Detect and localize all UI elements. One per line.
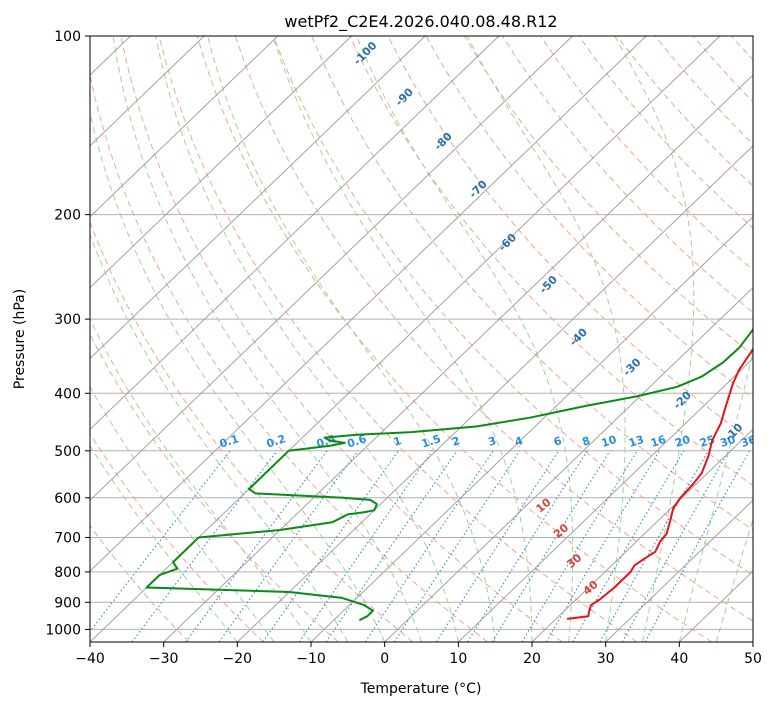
- mixing-ratio-line: [435, 450, 560, 642]
- axis-ticks: −40 −30 −20 −10 0 10 20 30 40 5010020030040050060…: [45, 29, 762, 667]
- dry-adiabat-line: [349, 36, 753, 487]
- x-tick-label: −10: [296, 651, 326, 667]
- mixing-ratio-label: 36: [739, 433, 758, 450]
- isotherm-line: [90, 36, 647, 572]
- pressure-gridlines: [90, 36, 753, 630]
- x-tick-label: 50: [744, 651, 762, 667]
- isotherm-line: [458, 357, 753, 642]
- mixing-ratio-label: 2: [450, 434, 461, 449]
- isotherm-line: [310, 216, 753, 642]
- moist-adiabat-line: [90, 444, 238, 642]
- mixing-ratio-line: [262, 450, 399, 642]
- y-tick-label: 600: [54, 491, 81, 507]
- moist-adiabat-line: [715, 517, 753, 642]
- chart-title: wetPf2_C2E4.2026.040.08.48.R12: [284, 12, 557, 32]
- mixing-ratio-line: [325, 450, 458, 642]
- dry-adiabat-line: [387, 36, 753, 443]
- y-tick-label: 800: [54, 565, 81, 581]
- moist-adiabat-line: [90, 385, 275, 642]
- mixing-ratio-label: 0.6: [346, 432, 369, 450]
- x-tick-label: 10: [449, 651, 467, 667]
- isotherm-line: [384, 286, 753, 642]
- isotherm-line: [90, 36, 500, 430]
- x-axis-title: Temperature (°C): [360, 681, 482, 697]
- mixing-ratio-label: 30: [719, 433, 738, 450]
- x-tick-label: 40: [670, 651, 688, 667]
- isotherms: [90, 36, 753, 642]
- mixing-ratio-line: [491, 450, 611, 642]
- profile-series: [145, 327, 753, 622]
- y-tick-label: 500: [54, 444, 81, 460]
- y-tick-label: 100: [54, 29, 81, 45]
- isotherm-line: [90, 36, 426, 360]
- mixing-ratio-label: 3: [487, 434, 498, 449]
- moist-adiabat-line: [466, 36, 626, 642]
- isotherm-line: [90, 36, 205, 147]
- y-tick-label: 900: [54, 595, 81, 611]
- y-tick-label: 200: [54, 208, 81, 224]
- dry-adiabat-line: [196, 36, 712, 642]
- x-tick-label: −30: [149, 651, 179, 667]
- isotherm-line: [90, 36, 279, 218]
- isotherm-line: [163, 74, 753, 642]
- x-tick-label: 0: [380, 651, 389, 667]
- x-tick-label: −40: [75, 651, 105, 667]
- dry-adiabat-line: [120, 36, 563, 642]
- dry-adiabat-line: [158, 36, 638, 642]
- mixing-ratio-label: 1.5: [420, 432, 443, 450]
- mixing-ratio-label: 0.1: [218, 432, 241, 450]
- plot-frame: [89, 35, 754, 643]
- moist-adiabat-line: [90, 233, 349, 642]
- mixing-ratio-label: 13: [627, 433, 646, 450]
- moist-adiabat-line: [155, 36, 459, 642]
- y-axis-title: Pressure (hPa): [12, 289, 28, 389]
- mixing-ratio-label: 0.2: [265, 432, 288, 450]
- isotherm-line: [531, 428, 753, 642]
- y-tick-label: 400: [54, 386, 81, 402]
- mixing-ratio-label: 6: [552, 434, 564, 449]
- x-tick-label: 20: [523, 651, 541, 667]
- mixing-ratio-line: [298, 450, 433, 642]
- moist-adiabat-line: [207, 36, 496, 642]
- mixing-ratio-line: [218, 450, 359, 642]
- x-tick-label: 30: [597, 651, 615, 667]
- dewpoint-profile-line: [145, 327, 753, 622]
- dry-adiabat-line: [90, 72, 488, 642]
- mixing-ratio-label: 1: [392, 434, 403, 449]
- moist-adiabat-line: [678, 349, 753, 642]
- isotherm-line: [605, 499, 753, 642]
- moist-adiabat-line: [614, 36, 695, 642]
- y-tick-label: 300: [54, 312, 81, 328]
- mixing-ratio-label: 25: [698, 433, 717, 450]
- isotherm-line: [237, 145, 753, 642]
- moist-adiabat-line: [112, 36, 422, 642]
- isotherm-line: [90, 36, 352, 289]
- x-tick-label: −20: [223, 651, 253, 667]
- mixing-ratio-line: [521, 450, 638, 642]
- mixing-ratio-line: [185, 450, 328, 642]
- moist-adiabat-line: [355, 36, 574, 642]
- mixing-ratio-label: 10: [600, 433, 619, 450]
- mixing-ratio-label: 4: [513, 434, 525, 449]
- moist-adiabat-line: [272, 36, 533, 642]
- temperature-profile-line: [566, 347, 753, 620]
- y-tick-label: 1000: [45, 622, 81, 638]
- y-tick-label: 700: [54, 531, 81, 547]
- mixing-ratio-label: 16: [649, 433, 668, 450]
- mixing-ratio-label: 8: [581, 434, 592, 449]
- moist-adiabat-line: [90, 110, 386, 642]
- isotherm-line: [90, 36, 573, 501]
- dry-adiabat-line: [90, 333, 339, 642]
- mixing-ratio-line: [364, 450, 494, 642]
- mixing-ratio-line: [621, 450, 730, 642]
- mixing-ratio-label: 20: [673, 433, 692, 450]
